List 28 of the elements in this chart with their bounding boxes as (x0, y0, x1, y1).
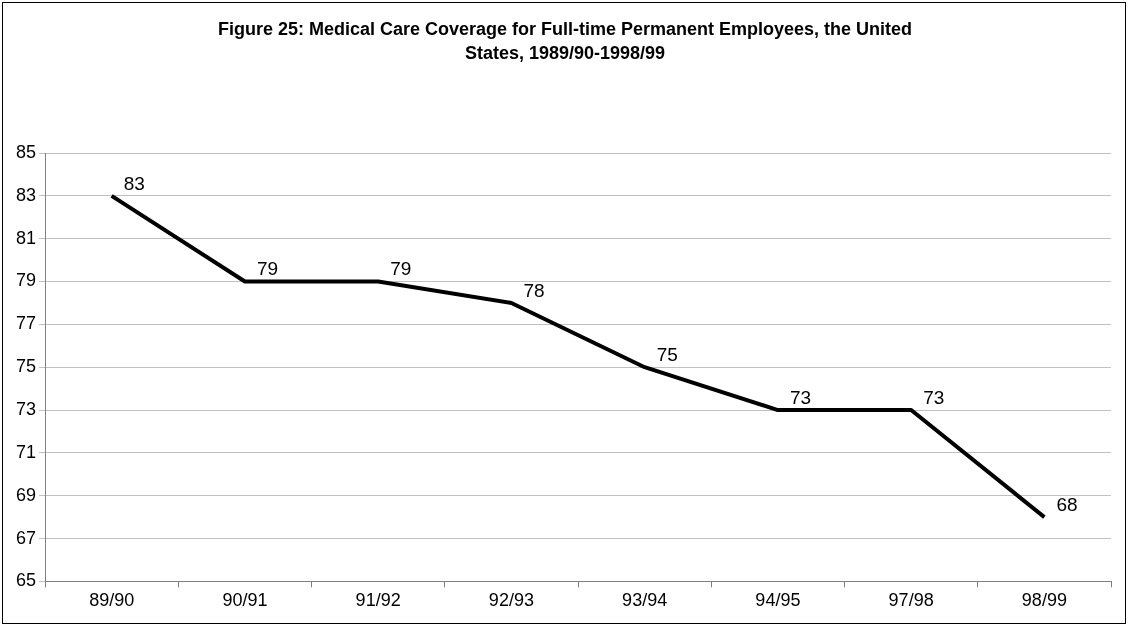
y-tick-label: 67 (15, 527, 37, 548)
x-tick-label: 94/95 (755, 590, 801, 611)
y-tick-label: 71 (15, 441, 37, 462)
y-tick-label: 81 (15, 227, 37, 248)
y-tick-label: 77 (15, 313, 37, 334)
x-tick-label: 98/99 (1021, 590, 1067, 611)
y-tick-label: 85 (15, 141, 37, 162)
data-label: 73 (923, 386, 945, 408)
data-label: 75 (656, 343, 678, 365)
x-tick-label: 97/98 (888, 590, 934, 611)
y-tick-label: 75 (15, 356, 37, 377)
y-tick-label: 73 (15, 399, 37, 420)
y-tick-label: 69 (15, 484, 37, 505)
y-tick-label: 79 (15, 270, 37, 291)
y-tick-label: 83 (15, 184, 37, 205)
chart-title: Figure 25: Medical Care Coverage for Full-time Permanent Employees, the United States, 1989/90-1998/99 (216, 18, 914, 65)
data-label: 68 (1056, 493, 1078, 515)
y-tick-label: 65 (15, 570, 37, 591)
data-label: 78 (523, 279, 545, 301)
x-tick-label: 92/93 (488, 590, 534, 611)
x-tick-label: 91/92 (355, 590, 401, 611)
data-label: 79 (390, 258, 412, 280)
x-tick-label: 89/90 (89, 590, 135, 611)
x-tick-label: 90/91 (222, 590, 268, 611)
data-label: 73 (789, 386, 812, 408)
data-label: 83 (123, 172, 145, 194)
data-label: 79 (256, 258, 279, 280)
x-tick-label: 93/94 (622, 590, 668, 611)
